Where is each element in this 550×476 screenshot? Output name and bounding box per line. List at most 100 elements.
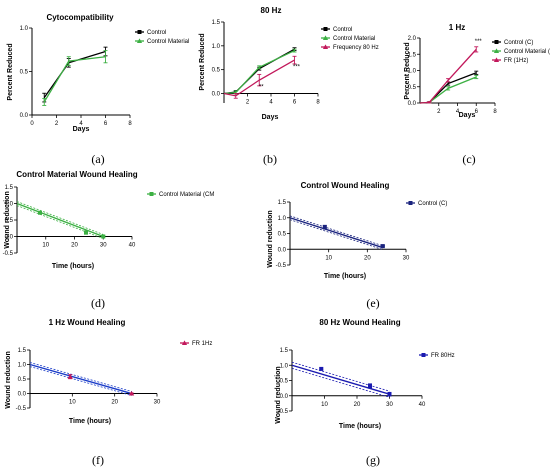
y-tick-label: 1.0: [278, 216, 287, 222]
x-tick-label: 8: [128, 121, 132, 127]
y-axis-label: Wound reduction: [5, 351, 12, 408]
chart-panel-e: -0.5 0.0 0.5 1.0 1.5 10 20 30 Control Wound Heal…: [267, 181, 447, 310]
data-point: [387, 392, 392, 397]
x-tick-label: 2: [55, 121, 59, 127]
y-tick-label: 1.0: [212, 44, 221, 50]
x-tick-label: 4: [456, 109, 460, 115]
y-tick-label: -0.5: [3, 251, 14, 257]
legend-swatch-marker: [322, 44, 329, 49]
y-axis-label: Wound reduction: [4, 191, 11, 248]
chart-title: Control Material Wound Healing: [16, 170, 137, 179]
panel-caption: (e): [366, 296, 379, 310]
y-tick-label: 0.5: [20, 70, 29, 76]
y-tick-label: -0.5: [278, 409, 289, 415]
x-tick-label: 0: [30, 121, 34, 127]
confidence-band-lower: [29, 366, 132, 396]
legend-swatch-marker: [136, 38, 143, 43]
x-tick-label: 20: [354, 402, 361, 408]
y-axis-label: Wound reduction: [275, 366, 282, 423]
chart-title: Cytocompatibility: [46, 13, 114, 22]
chart-title: 1 Hz Wound Healing: [49, 318, 126, 327]
y-tick-label: 1.0: [18, 363, 27, 369]
x-tick-label: 2: [437, 109, 441, 115]
x-tick-label: 4: [79, 121, 83, 127]
series-line: [43, 56, 106, 103]
confidence-band-lower: [291, 367, 390, 398]
panel-caption: (d): [91, 296, 105, 310]
legend-label: FR (1Hz): [504, 58, 528, 64]
legend-swatch-marker: [493, 57, 500, 62]
y-tick-label: 1.5: [5, 185, 14, 191]
regression-line: [29, 363, 132, 395]
y-tick-label: 1.0: [5, 202, 14, 208]
chart-panel-b: 0.0 0.5 1.0 1.5 2 4 6 8 80 Hz Days Percent Reduced…: [199, 6, 379, 166]
confidence-band-upper: [16, 201, 104, 235]
x-tick-label: 2: [246, 99, 250, 105]
chart-panel-g: -0.5 0.0 0.5 1.0 1.5 10 20 30 40 80 Hz Wound Heal…: [275, 318, 455, 467]
x-tick-label: 6: [104, 121, 108, 127]
chart-title: 80 Hz Wound Healing: [319, 318, 400, 327]
x-tick-label: 20: [71, 243, 78, 249]
y-tick-label: 1.0: [20, 26, 29, 32]
y-tick-label: 0.5: [408, 85, 417, 91]
confidence-band-upper: [29, 362, 132, 392]
legend-swatch-marker: [137, 30, 142, 34]
legend-label: Control: [333, 27, 352, 33]
legend-label: Frequency 80 Hz: [333, 45, 379, 51]
x-tick-label: 10: [42, 243, 49, 249]
y-axis-label: Percent Reduced: [404, 42, 411, 99]
confidence-band-lower: [16, 205, 104, 239]
confidence-band-upper: [289, 215, 383, 247]
legend-swatch-marker: [493, 48, 500, 53]
x-tick-label: 30: [100, 243, 107, 249]
panel-caption: (c): [462, 152, 475, 166]
chart-panel-d: -0.5 0.0 0.5 1.0 1.5 10 20 30 40 Control Material…: [3, 170, 215, 310]
y-tick-label: 0.0: [408, 101, 417, 107]
data-point: [84, 230, 88, 235]
y-tick-label: 1.5: [212, 20, 221, 26]
legend-label: Control (C): [504, 40, 533, 46]
x-tick-label: 10: [69, 400, 76, 406]
panel-caption: (a): [91, 152, 104, 166]
x-tick-label: 30: [386, 402, 393, 408]
x-tick-label: 20: [364, 255, 371, 261]
x-axis-label: Days: [262, 114, 279, 121]
legend-label: FR 1Hz: [192, 341, 212, 347]
x-axis-label: Time (hours): [69, 418, 111, 425]
legend-swatch-marker: [408, 201, 413, 205]
y-tick-label: 1.5: [18, 348, 27, 354]
significance-annotation: ***: [475, 39, 483, 45]
confidence-band-upper: [291, 361, 390, 392]
panel-caption: (b): [263, 152, 277, 166]
x-axis-label: Time (hours): [52, 263, 94, 270]
legend-label: Control (C): [418, 201, 447, 207]
y-tick-label: 0.0: [18, 392, 27, 398]
panel-caption: (g): [366, 453, 380, 467]
chart-panel-a: 0.0 0.5 1.0 0 2 4 6 8 Cytocompatibility Days Perce…: [7, 13, 189, 166]
chart-panel-f: -0.5 0.0 0.5 1.0 1.5 10 20 30 1 Hz Wound Healing…: [5, 318, 212, 467]
x-axis-label: Days: [459, 112, 476, 119]
y-tick-label: 0.0: [20, 113, 29, 119]
y-tick-label: 1.5: [280, 348, 289, 354]
y-tick-label: 1.5: [278, 200, 287, 206]
y-tick-label: 0.5: [5, 218, 14, 224]
regression-line: [16, 202, 104, 238]
series-line: [223, 59, 295, 97]
significance-annotation: ***: [293, 65, 301, 71]
y-tick-label: 0.0: [280, 394, 289, 400]
y-tick-label: 0.5: [280, 379, 289, 385]
y-tick-label: 0.5: [278, 232, 287, 238]
y-axis-label: Percent Reduced: [199, 33, 206, 90]
series-line: [419, 48, 477, 104]
legend-swatch-marker: [149, 192, 154, 196]
x-axis-label: Time (hours): [339, 423, 381, 430]
legend-label: Control Material: [147, 39, 189, 45]
y-axis-label: Wound reduction: [267, 210, 274, 267]
legend-swatch-marker: [322, 35, 329, 40]
chart-title: Control Wound Healing: [301, 181, 390, 190]
x-tick-label: 30: [403, 255, 410, 261]
data-point: [38, 210, 42, 215]
data-point: [67, 374, 73, 379]
y-tick-label: 1.0: [280, 363, 289, 369]
regression-line: [291, 364, 390, 395]
